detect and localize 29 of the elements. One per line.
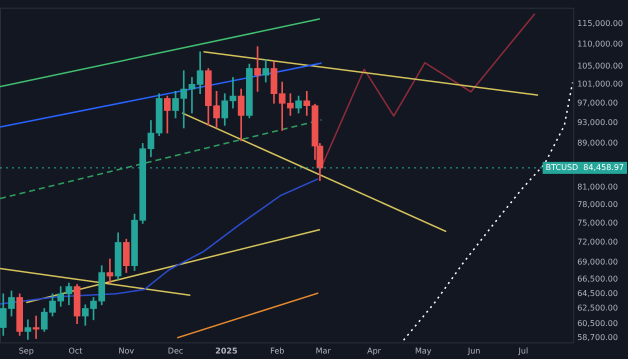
y-tick-label: 81,000.00 <box>577 182 618 192</box>
y-tick-label: 105,000.00 <box>577 61 624 70</box>
y-tick-label: 60,500.00 <box>577 318 618 328</box>
x-tick-label: Jul <box>518 346 528 356</box>
ref-line-label: BTCUSD 84,458.97 <box>546 162 624 172</box>
x-tick-label: 2025 <box>215 346 238 356</box>
y-tick-label: 64,500.00 <box>577 288 618 298</box>
x-tick-label: Feb <box>270 346 284 356</box>
x-tick-label: Sep <box>18 346 34 356</box>
y-tick-label: 69,000.00 <box>577 257 618 266</box>
x-tick-label: Dec <box>168 346 184 356</box>
y-tick-label: 58,700.00 <box>577 332 618 342</box>
y-tick-label: 97,000.00 <box>577 98 618 108</box>
y-tick-label: 101,000.00 <box>577 79 624 88</box>
x-tick-label: Oct <box>68 346 82 356</box>
x-tick-label: May <box>414 346 432 356</box>
y-tick-label: 75,000.00 <box>577 218 618 228</box>
x-tick-label: Mar <box>316 346 332 356</box>
y-tick-label: 110,000.00 <box>577 40 624 49</box>
y-tick-label: 93,000.00 <box>577 118 618 127</box>
y-tick-label: 66,500.00 <box>577 274 618 284</box>
y-tick-label: 72,000.00 <box>577 238 618 247</box>
y-tick-label: 115,000.00 <box>577 18 624 28</box>
x-tick-label: Apr <box>367 346 382 356</box>
y-tick-label: 62,500.00 <box>577 304 618 313</box>
y-tick-label: 78,000.00 <box>577 200 618 210</box>
x-tick-label: Jun <box>466 346 480 356</box>
x-tick-label: Nov <box>118 346 134 356</box>
y-tick-label: 89,000.00 <box>577 138 618 148</box>
